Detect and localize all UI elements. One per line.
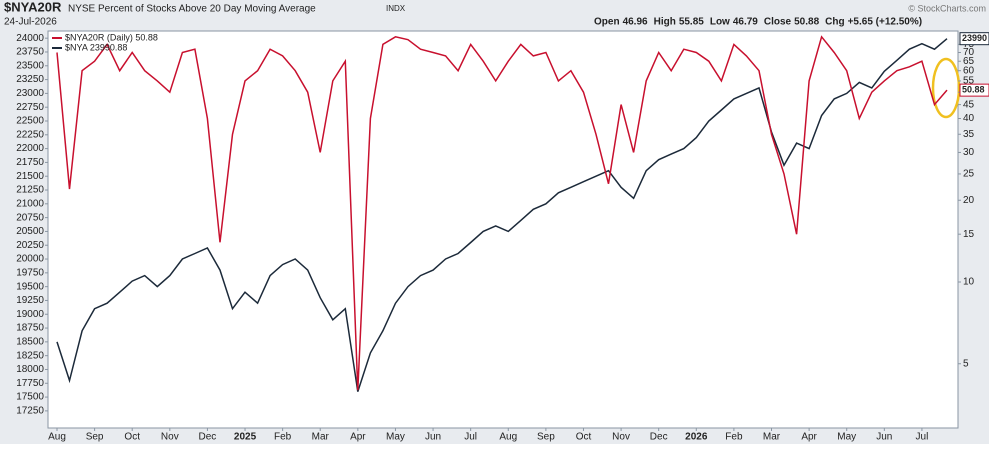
y-tick-label: 18500	[16, 337, 44, 348]
end-tag: 50.88	[962, 85, 985, 95]
end-tag-box	[959, 32, 989, 46]
y-tick-label: 23750	[16, 47, 44, 58]
y2-tick-label: 20	[963, 195, 975, 206]
y-tick-label: 22000	[16, 143, 44, 154]
y2-tick-label: 45	[963, 99, 975, 110]
y-tick-label: 19250	[16, 295, 44, 306]
quote-value: 46.79	[733, 17, 758, 28]
y-tick-label: 21500	[16, 171, 44, 182]
quote-label: High	[654, 17, 676, 28]
highlight-ellipse	[931, 57, 961, 119]
y-tick-label: 22750	[16, 102, 44, 113]
x-tick-label: Jun	[425, 432, 441, 443]
y-tick-label: 23250	[16, 74, 44, 85]
y-tick-label: 18750	[16, 323, 44, 334]
quote-value: 50.88	[794, 17, 819, 28]
x-tick-label: May	[837, 432, 856, 443]
y-tick-label: 24000	[16, 33, 44, 44]
y-tick-label: 18000	[16, 364, 44, 375]
x-tick-label: Nov	[161, 432, 179, 443]
y-tick-label: 19500	[16, 281, 44, 292]
x-tick-label: Apr	[801, 432, 817, 443]
x-tick-label: Sep	[86, 432, 104, 443]
y-tick-label: 19750	[16, 267, 44, 278]
quote-label: Low	[710, 17, 730, 28]
credit: © StockCharts.com	[908, 3, 986, 13]
end-tag-box	[959, 83, 989, 97]
x-tick-label: Feb	[725, 432, 743, 443]
x-tick-label: Aug	[48, 432, 66, 443]
y-tick-label: 20500	[16, 226, 44, 237]
quote-label: Open	[594, 17, 620, 28]
x-tick-label: Aug	[499, 432, 517, 443]
y-tick-label: 20000	[16, 254, 44, 265]
quote-label: Close	[764, 17, 792, 28]
x-tick-label: Mar	[312, 432, 330, 443]
x-tick-label: Sep	[537, 432, 555, 443]
legend-label: $NYA 23990.88	[65, 42, 127, 52]
x-tick-label: Oct	[124, 432, 140, 443]
x-tick-label: Jun	[876, 432, 892, 443]
y-tick-label: 19000	[16, 309, 44, 320]
x-tick-label: May	[386, 432, 405, 443]
quote-value: 46.96	[623, 17, 648, 28]
y-tick-label: 17750	[16, 378, 44, 389]
y-tick-label: 22500	[16, 116, 44, 127]
y2-tick-label: 30	[963, 147, 975, 158]
y-tick-label: 20750	[16, 212, 44, 223]
y2-tick-label: 35	[963, 129, 975, 140]
y-tick-label: 17500	[16, 392, 44, 403]
y2-tick-label: 10	[963, 277, 975, 288]
x-tick-label: Dec	[199, 432, 217, 443]
symbol: $NYA20R	[4, 0, 62, 14]
line-series	[56, 38, 948, 392]
quote-value: 55.85	[679, 17, 704, 28]
y-tick-label: 21750	[16, 157, 44, 168]
y-tick-label: 18250	[16, 350, 44, 361]
y-tick-label: 23000	[16, 88, 44, 99]
y2-tick-label: 25	[963, 169, 975, 180]
y2-tick-label: 40	[963, 113, 975, 124]
y2-tick-label: 15	[963, 229, 975, 240]
x-tick-label: Mar	[763, 432, 781, 443]
quote-value: +5.65 (+12.50%)	[848, 17, 923, 28]
x-tick-label: Jul	[464, 432, 477, 443]
y-tick-label: 20250	[16, 240, 44, 251]
y2-tick-label: 55	[963, 76, 975, 87]
x-tick-label: Jul	[916, 432, 929, 443]
y-tick-label: 21000	[16, 198, 44, 209]
y2-tick-label: 5	[963, 358, 969, 369]
x-tick-label: Feb	[274, 432, 292, 443]
x-tick-label: 2025	[234, 432, 257, 443]
legend-label: $NYA20R (Daily) 50.88	[65, 32, 158, 42]
exchange: INDX	[386, 4, 406, 13]
y-tick-label: 21250	[16, 185, 44, 196]
x-tick-label: 2026	[685, 432, 708, 443]
y2-tick-label: 70	[963, 47, 975, 58]
y-tick-label: 23500	[16, 60, 44, 71]
line-series	[56, 35, 948, 391]
x-tick-label: Dec	[650, 432, 668, 443]
date: 24-Jul-2026	[4, 17, 57, 28]
x-tick-label: Apr	[350, 432, 366, 443]
y-tick-label: 22250	[16, 129, 44, 140]
quote-label: Chg	[825, 17, 844, 28]
end-tag: 23990	[962, 33, 987, 43]
x-tick-label: Oct	[576, 432, 592, 443]
x-tick-label: Nov	[612, 432, 630, 443]
y2-tick-label: 60	[963, 65, 975, 76]
y-tick-label: 17250	[16, 406, 44, 417]
y2-tick-label: 65	[963, 56, 975, 67]
chart-title: NYSE Percent of Stocks Above 20 Day Movi…	[68, 4, 316, 15]
